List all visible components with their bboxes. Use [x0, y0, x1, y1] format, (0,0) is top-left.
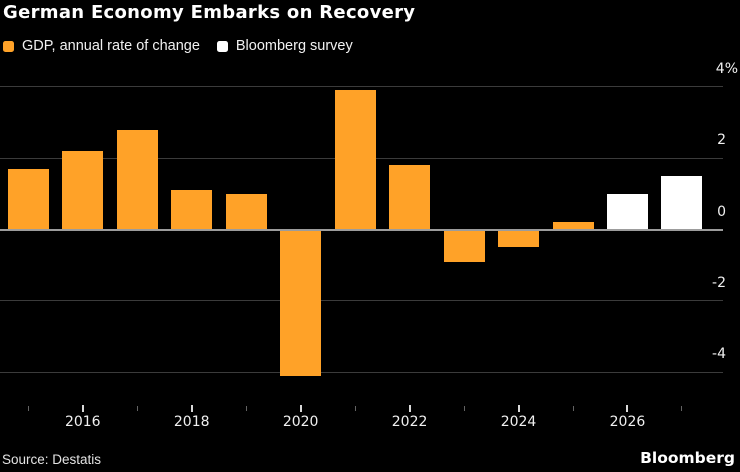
legend-label-gdp: GDP, annual rate of change: [22, 38, 200, 54]
plot-area: 4% 2 0 -2 -4 2016 2018 2020 2022 2024 2026: [0, 60, 738, 430]
x-tick-2025: [572, 406, 574, 411]
y-axis-label--4: -4: [712, 346, 726, 363]
x-tick-2017: [136, 406, 138, 411]
gdp-series-swatch-icon: [3, 40, 14, 52]
bar-2022: [389, 165, 431, 230]
zero-baseline: [0, 228, 723, 231]
x-tick-2018: [190, 405, 193, 412]
x-axis-label-2024: 2024: [500, 414, 537, 430]
bar-2027: [661, 175, 703, 230]
gridline--4: [0, 371, 723, 373]
legend-item-gdp: GDP, annual rate of change: [3, 38, 200, 54]
bar-2020: [280, 229, 322, 376]
bar-2019: [225, 193, 267, 230]
x-tick-2027: [681, 406, 683, 411]
y-axis-label--2: -2: [712, 274, 726, 291]
y-axis-label-4%: 4%: [715, 60, 738, 77]
bar-2025: [552, 222, 594, 230]
x-tick-2015: [27, 406, 29, 411]
x-axis-label-2020: 2020: [282, 414, 319, 430]
y-axis-label-0: 0: [717, 203, 726, 220]
x-tick-2021: [354, 406, 356, 411]
y-axis-label-2: 2: [717, 132, 726, 149]
x-tick-2023: [463, 406, 465, 411]
x-axis-label-2016: 2016: [64, 414, 101, 430]
bar-2015: [7, 168, 49, 230]
bar-2023: [443, 229, 485, 262]
x-tick-2026: [626, 405, 629, 412]
legend: GDP, annual rate of change Bloomberg sur…: [3, 38, 353, 54]
legend-label-survey: Bloomberg survey: [235, 38, 353, 54]
x-tick-2020: [299, 405, 302, 412]
x-axis-label-2018: 2018: [173, 414, 210, 430]
bar-2021: [334, 90, 376, 230]
bar-2017: [116, 129, 158, 230]
bar-2018: [171, 190, 213, 230]
bar-2026: [606, 193, 648, 230]
legend-item-survey: Bloomberg survey: [216, 38, 353, 54]
bar-2016: [62, 150, 104, 230]
gridline-4%: [0, 86, 723, 88]
x-axis-label-2022: 2022: [391, 414, 428, 430]
x-tick-2016: [81, 405, 84, 412]
bloomberg-logo: Bloomberg: [640, 449, 735, 467]
survey-series-swatch-icon: [216, 40, 228, 52]
bar-2024: [498, 229, 540, 248]
x-axis-label-2026: 2026: [609, 414, 646, 430]
x-tick-2022: [408, 405, 411, 412]
chart-title: German Economy Embarks on Recovery: [3, 2, 416, 23]
gridline--2: [0, 300, 723, 302]
source-note: Source: Destatis: [2, 452, 102, 467]
x-tick-2019: [245, 406, 247, 411]
x-tick-2024: [517, 405, 520, 412]
